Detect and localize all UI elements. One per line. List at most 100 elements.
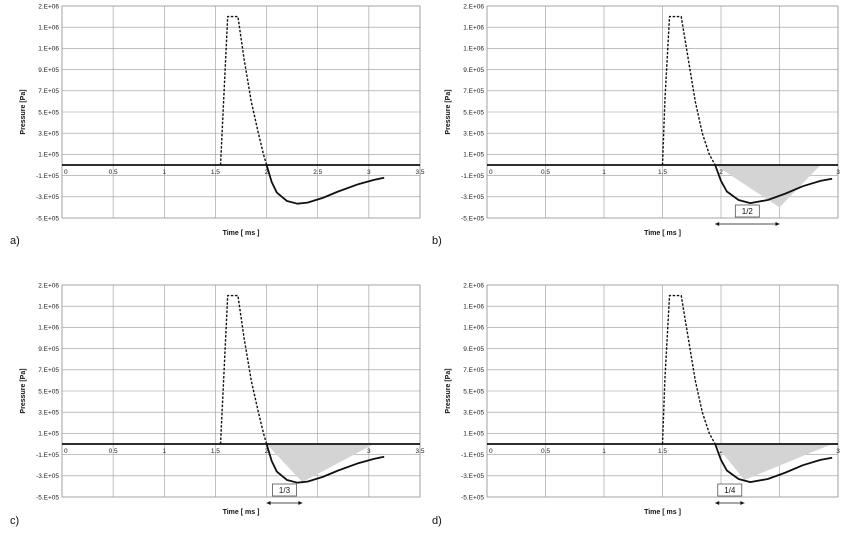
x-tick-label: 1	[162, 169, 166, 176]
annotation-label: 1/2	[742, 207, 754, 216]
x-tick-label: 0	[489, 448, 493, 455]
arrowhead-right	[298, 501, 303, 505]
positive-pulse-series	[219, 15, 268, 166]
y-tick-label: 7.E+05	[463, 88, 484, 95]
y-tick-label: 1.E+06	[463, 25, 484, 32]
y-tick-label: -3.E+05	[36, 194, 59, 201]
y-tick-label: 1.E+06	[463, 46, 484, 53]
x-tick-label: 0.5	[109, 448, 118, 455]
y-tick-label: 9.E+05	[463, 346, 484, 353]
y-tick-label: -5.E+05	[461, 215, 484, 222]
y-tick-label: 1.E+06	[463, 304, 484, 311]
y-tick-label: -1.E+05	[461, 452, 484, 459]
arrowhead-right	[775, 222, 780, 226]
x-tick-label: 3.5	[415, 448, 424, 455]
shaded-region	[715, 165, 821, 208]
x-tick-label: 2	[265, 169, 269, 176]
panel-label: b)	[432, 235, 442, 247]
y-tick-label: 9.E+05	[38, 346, 59, 353]
x-tick-label: 3	[367, 448, 371, 455]
y-axis-title: Pressure [Pa]	[445, 368, 452, 413]
y-tick-label: 9.E+05	[38, 67, 59, 74]
x-tick-label: 1.5	[658, 169, 667, 176]
y-tick-label: 5.E+05	[463, 109, 484, 116]
y-tick-label: 2.E+06	[38, 3, 59, 10]
y-tick-label: -1.E+05	[36, 452, 59, 459]
y-tick-label: 2.E+06	[38, 282, 59, 289]
x-tick-label: 1.5	[211, 169, 220, 176]
x-axis-title: Time [ ms ]	[223, 230, 260, 237]
y-tick-label: 1.E+05	[463, 431, 484, 438]
arrowhead-left	[266, 501, 271, 505]
x-tick-label: 0.5	[109, 169, 118, 176]
y-tick-label: -5.E+05	[461, 494, 484, 501]
x-tick-label: 1	[602, 448, 606, 455]
x-tick-label: 3	[836, 448, 840, 455]
positive-pulse-series	[661, 15, 716, 166]
y-tick-label: 2.E+06	[463, 282, 484, 289]
y-tick-label: 1.E+06	[38, 25, 59, 32]
x-tick-label: 2	[265, 448, 269, 455]
x-tick-label: 2.5	[313, 169, 322, 176]
chart-panel-1: 2.E+06 1.E+06 1.E+06 9.E+05 7.E+05 5.E+05 3.E+…	[10, 3, 425, 247]
y-tick-label: -5.E+05	[36, 494, 59, 501]
y-tick-label: 1.E+05	[463, 152, 484, 159]
x-tick-label: 0.5	[541, 448, 550, 455]
y-tick-label: 2.E+06	[463, 3, 484, 10]
x-tick-label: 1	[602, 169, 606, 176]
y-tick-label: 3.E+05	[38, 131, 59, 138]
y-tick-label: 7.E+05	[463, 367, 484, 374]
y-tick-label: 3.E+05	[38, 410, 59, 417]
chart-panel-3: 2.E+06 1.E+06 1.E+06 9.E+05 7.E+05 5.E+05 3.E+…	[10, 282, 425, 527]
y-tick-label: 1.E+06	[38, 46, 59, 53]
annotation-box	[734, 204, 760, 218]
y-tick-label: 5.E+05	[38, 388, 59, 395]
y-tick-label: 1.E+06	[38, 325, 59, 332]
annotation-box	[272, 483, 297, 497]
positive-pulse-series	[661, 294, 716, 445]
y-tick-label: -3.E+05	[461, 473, 484, 480]
x-tick-label: 1.5	[658, 448, 667, 455]
y-tick-label: -3.E+05	[36, 473, 59, 480]
negative-pulse-series	[265, 164, 385, 205]
arrowhead-right	[740, 501, 745, 505]
x-tick-label: 0	[64, 169, 68, 176]
y-tick-label: -3.E+05	[461, 194, 484, 201]
y-tick-label: 9.E+05	[463, 67, 484, 74]
y-tick-label: 5.E+05	[463, 388, 484, 395]
annotation-box	[717, 483, 743, 497]
annotation-label: 1/4	[724, 486, 736, 495]
x-tick-label: 1	[162, 448, 166, 455]
x-axis-title: Time [ ms ]	[223, 509, 260, 516]
y-tick-label: 1.E+05	[38, 431, 59, 438]
x-tick-label: 0	[64, 448, 68, 455]
chart-panel-4: 2.E+06 1.E+06 1.E+06 9.E+05 7.E+05 5.E+05 3.E+…	[432, 282, 840, 527]
x-tick-label: 0.5	[541, 169, 550, 176]
shaded-region	[266, 444, 374, 483]
x-tick-label: 2	[719, 169, 723, 176]
panel-label: c)	[10, 515, 19, 527]
x-tick-label: 3.5	[415, 169, 424, 176]
panel-label: d)	[432, 515, 442, 527]
y-tick-label: -1.E+05	[461, 173, 484, 180]
x-tick-label: 0	[489, 169, 493, 176]
x-tick-label: 2	[719, 448, 723, 455]
y-tick-label: 7.E+05	[38, 367, 59, 374]
x-axis-title: Time [ ms ]	[644, 509, 681, 516]
x-axis-title: Time [ ms ]	[644, 230, 681, 237]
negative-pulse-series	[714, 443, 833, 484]
y-tick-label: 3.E+05	[463, 410, 484, 417]
y-axis-title: Pressure [Pa]	[445, 89, 452, 134]
x-tick-label: 1.5	[211, 448, 220, 455]
chart-panel-2: 2.E+06 1.E+06 1.E+06 9.E+05 7.E+05 5.E+05 3.E+…	[432, 3, 840, 247]
arrowhead-left	[715, 501, 720, 505]
shaded-region	[715, 444, 833, 481]
panel-label: a)	[10, 235, 20, 247]
y-tick-label: 1.E+06	[38, 304, 59, 311]
y-axis-title: Pressure [Pa]	[20, 89, 27, 134]
y-tick-label: 1.E+05	[38, 152, 59, 159]
negative-pulse-series	[714, 164, 833, 205]
x-tick-label: 3	[836, 169, 840, 176]
positive-pulse-series	[219, 294, 268, 445]
